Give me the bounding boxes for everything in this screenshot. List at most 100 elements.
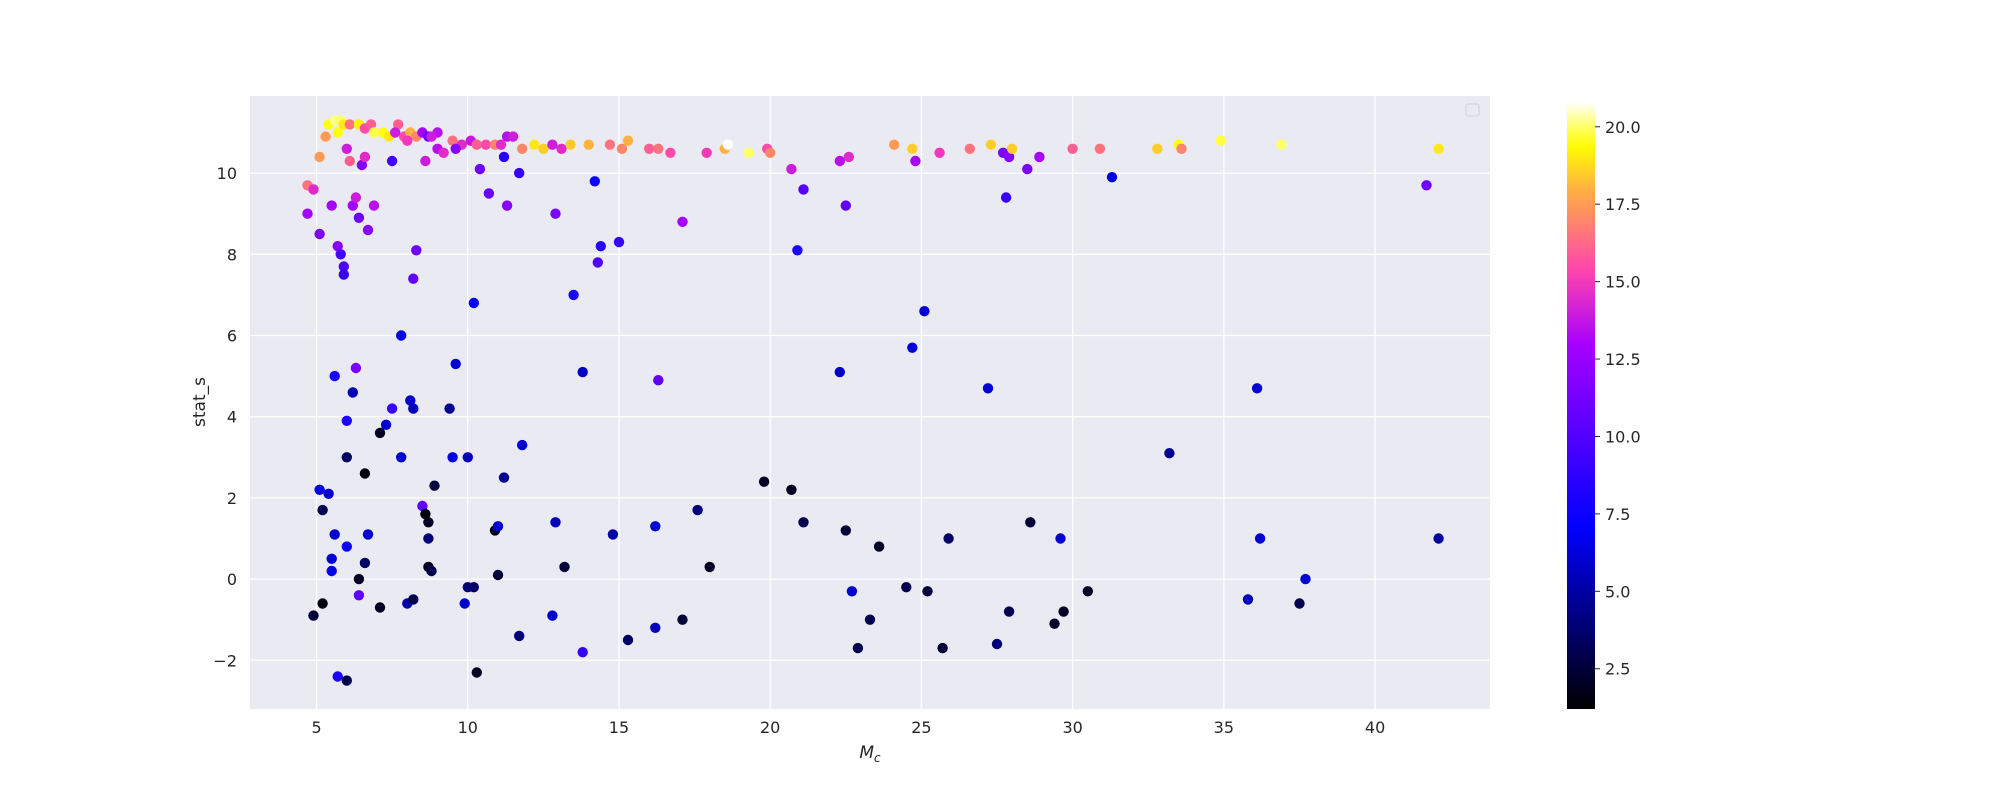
data-point [765,147,776,158]
data-point [317,598,328,609]
y-tick-label: 2 [227,489,237,508]
data-point [308,184,319,195]
data-point [308,610,319,621]
data-point [1433,533,1444,544]
data-point [1433,143,1444,154]
colorbar-tick-label: 12.5 [1605,350,1641,369]
data-point [864,614,876,625]
y-tick-label: −2 [213,651,237,670]
data-point [843,151,854,163]
data-point [350,192,362,203]
data-point [907,342,918,353]
data-point [420,508,431,520]
data-point [1025,517,1036,528]
data-point [314,151,325,163]
data-point [317,504,328,516]
x-tick-label: 30 [1062,718,1082,737]
x-tick-label: 10 [458,718,478,737]
data-point [405,395,416,406]
data-point [365,119,377,130]
data-point [483,188,495,199]
data-point [498,151,510,163]
data-point [386,155,398,167]
colorbar-tick-label: 7.5 [1605,505,1630,524]
data-point [474,163,486,175]
data-point [335,249,346,260]
data-point [1006,143,1018,154]
data-point [314,484,325,495]
data-point [341,415,352,426]
colorbar-tick-label: 17.5 [1605,195,1641,214]
data-point [408,273,419,284]
data-points [302,115,1444,686]
data-point [901,582,912,593]
data-point [423,517,434,528]
data-point [429,480,440,491]
x-tick-label: 20 [760,718,780,737]
data-point [350,362,362,374]
data-point [338,261,349,272]
data-point [1067,143,1078,154]
data-point [471,139,482,150]
data-point [550,208,561,219]
data-point [1003,606,1015,617]
data-point [426,565,437,577]
data-point [985,139,997,150]
data-point [344,155,355,167]
x-tick-label: 35 [1214,718,1234,737]
data-point [565,139,576,150]
data-point [559,561,570,573]
plot-area [250,96,1490,709]
data-point [359,468,371,479]
data-point [450,358,461,370]
y-tick-label: 6 [227,327,237,346]
data-point [332,127,343,138]
data-point [462,452,473,463]
data-point [468,582,479,593]
y-tick-label: 8 [227,245,237,264]
data-point [302,208,313,219]
data-point [937,642,948,654]
data-point [444,403,455,414]
data-point [329,529,340,540]
data-point [547,610,558,621]
data-point [492,521,504,532]
data-point [426,131,437,142]
data-point [459,598,470,609]
data-point [362,529,374,540]
colorbar-tick-label: 5.0 [1605,582,1630,601]
colorbar-tick-label: 15.0 [1605,273,1641,292]
data-point [374,602,386,613]
data-point [653,143,664,154]
data-point [468,297,479,309]
data-point [423,533,434,544]
x-tick-label: 15 [609,718,629,737]
data-point [529,139,540,150]
data-point [447,135,458,146]
legend-box [1465,103,1480,117]
data-point [964,143,975,154]
data-point [341,452,352,463]
y-axis-ticks: −2 0 2 4 6 8 10 [213,164,237,670]
data-point [353,212,365,223]
data-point [341,675,352,686]
data-point [758,476,770,487]
data-point [798,184,809,195]
colorbar-tick-label: 2.5 [1605,660,1630,679]
colorbar-tick-label: 10.0 [1605,427,1641,446]
data-point [653,375,664,386]
data-point [604,139,616,150]
data-point [480,139,492,150]
data-point [386,403,398,414]
data-point [701,147,712,158]
data-point [852,642,864,654]
data-point [393,119,404,130]
data-point [396,330,407,341]
data-point [1058,606,1069,617]
data-point [991,638,1003,650]
data-point [341,541,352,552]
data-point [550,517,561,528]
data-point [889,139,900,150]
y-tick-label: 4 [227,408,237,427]
